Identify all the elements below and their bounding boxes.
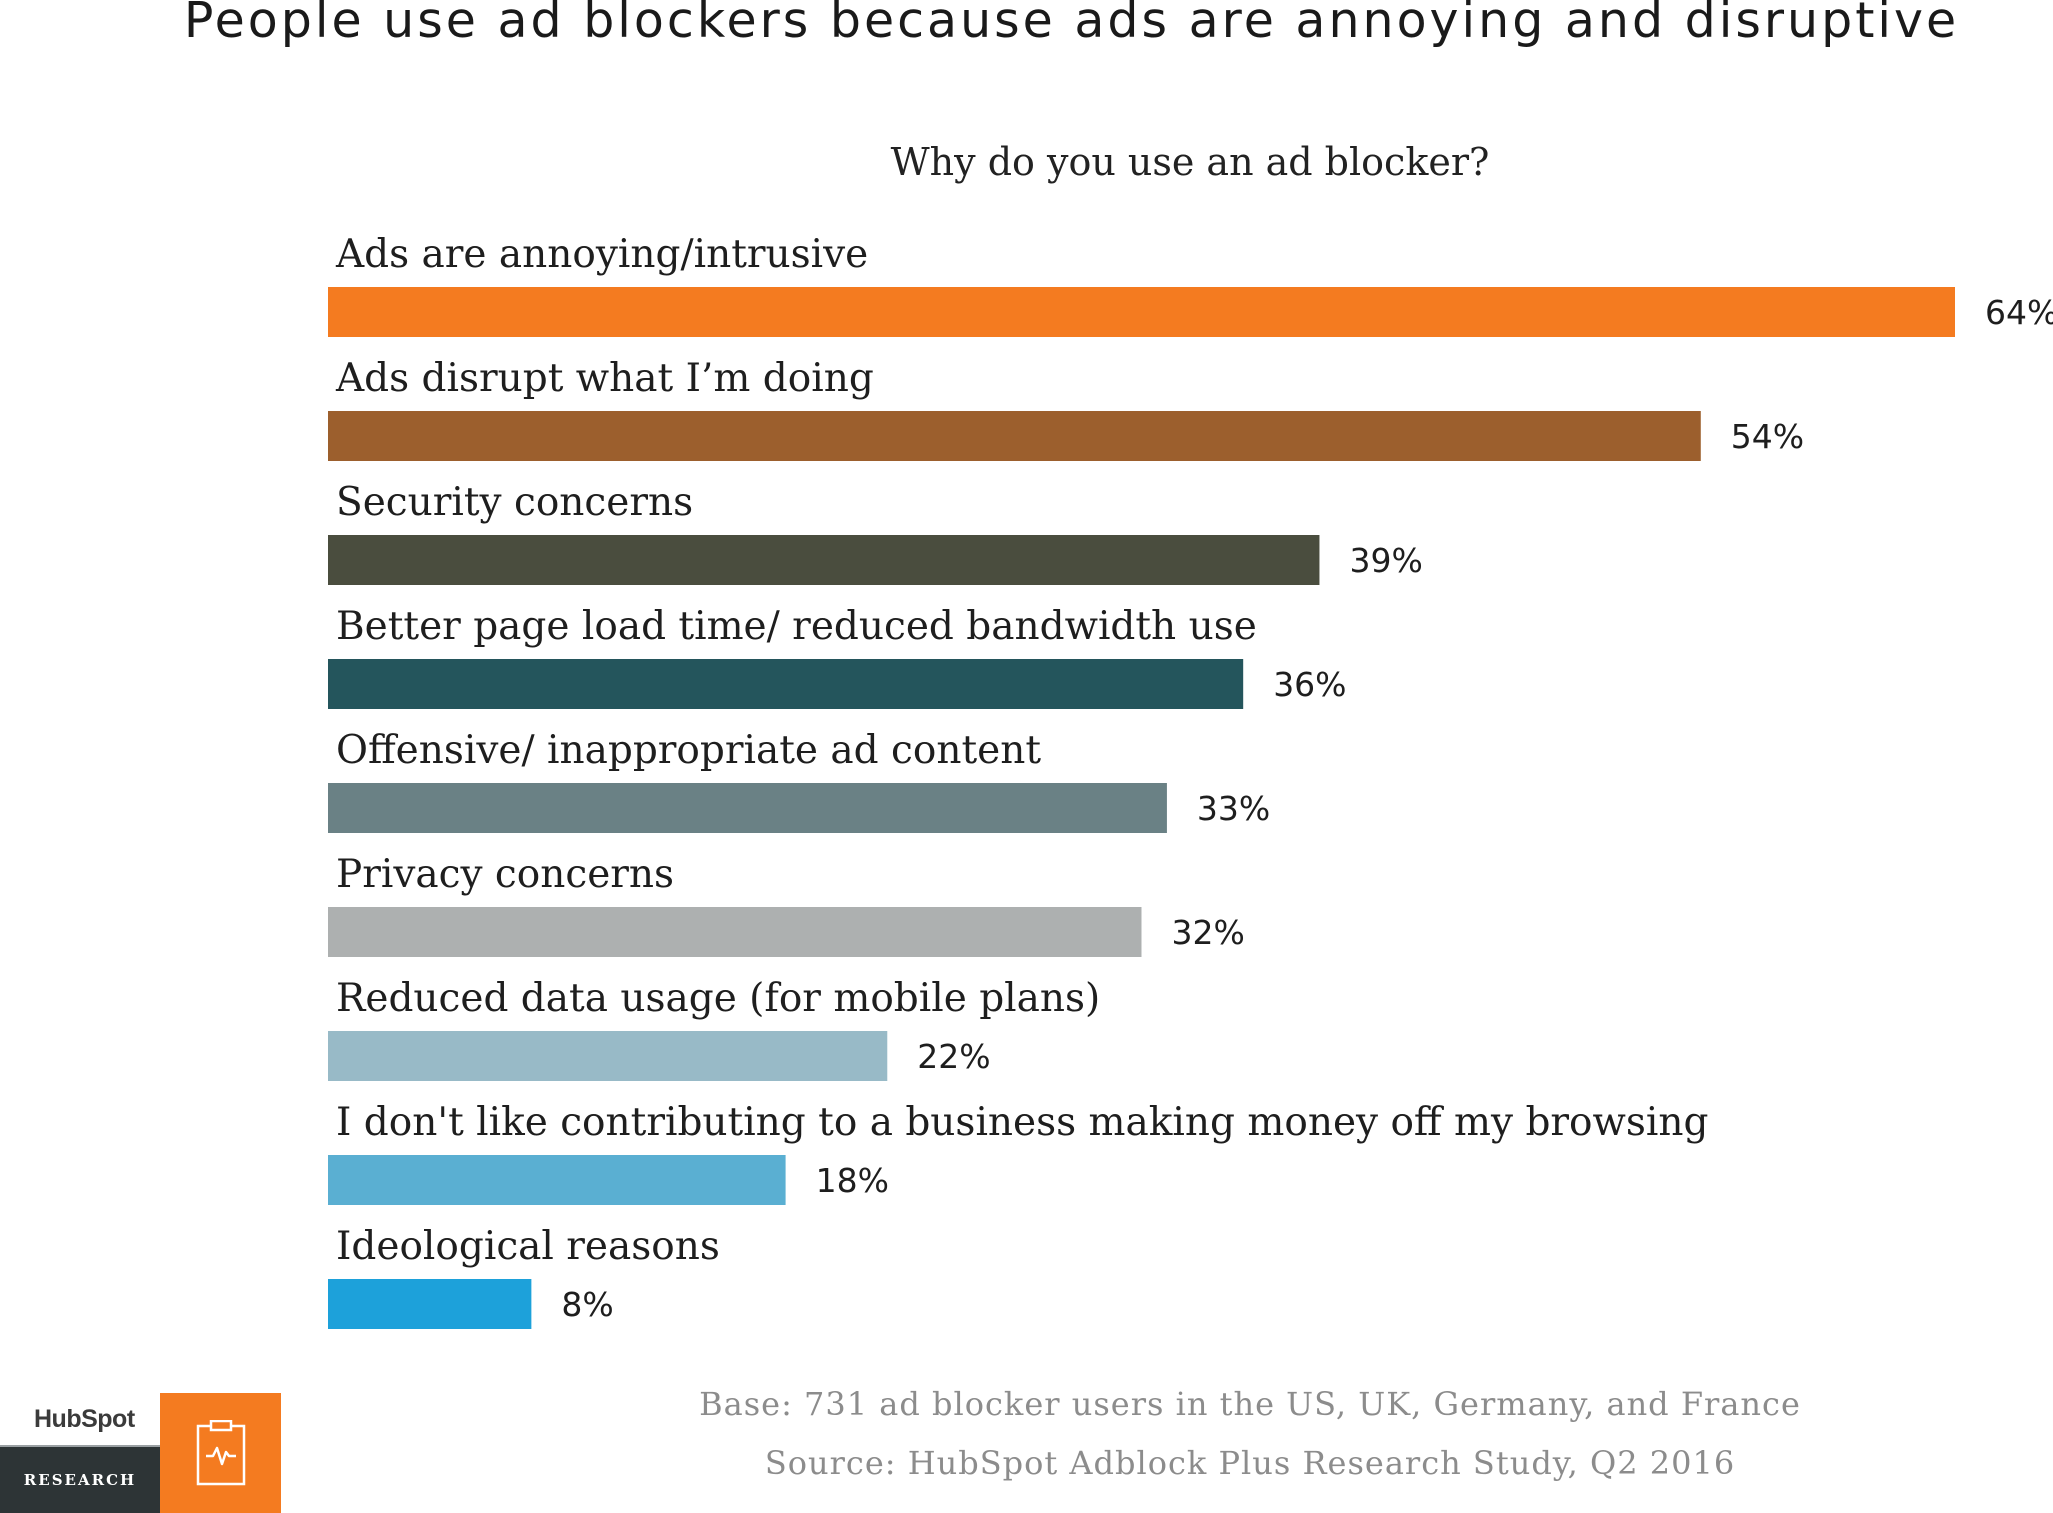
hubspot-research-logo: HubSpot RESEARCH: [0, 1393, 281, 1513]
value-label: 39%: [1349, 541, 1422, 580]
bar: [328, 1031, 888, 1081]
value-label: 64%: [1985, 293, 2053, 332]
category-label: Reduced data usage (for mobile plans): [336, 976, 1100, 1021]
value-label: 32%: [1172, 913, 1245, 952]
value-label: 18%: [816, 1161, 889, 1200]
footer-base-note: Base: 731 ad blocker users in the US, UK…: [699, 1385, 1801, 1423]
category-label: Privacy concerns: [336, 852, 674, 897]
category-label: Security concerns: [336, 480, 693, 525]
value-label: 22%: [917, 1037, 990, 1076]
value-label: 33%: [1197, 789, 1270, 828]
category-label: Ideological reasons: [336, 1224, 720, 1269]
value-label: 36%: [1273, 665, 1346, 704]
chart-title: People use ad blockers because ads are a…: [183, 0, 1960, 49]
chart-subtitle: Why do you use an ad blocker?: [890, 140, 1490, 184]
category-label: Better page load time/ reduced bandwidth…: [336, 604, 1257, 649]
bar: [328, 783, 1167, 833]
bar: [328, 287, 1955, 337]
footer-source-note: Source: HubSpot Adblock Plus Research St…: [764, 1444, 1736, 1482]
bar: [328, 1155, 786, 1205]
value-label: 54%: [1731, 417, 1804, 456]
category-label: Ads disrupt what I’m doing: [335, 356, 874, 401]
category-label: I don't like contributing to a business …: [336, 1100, 1708, 1145]
logo-label-panel: RESEARCH: [0, 1445, 160, 1513]
value-label: 8%: [561, 1285, 613, 1324]
bar: [328, 659, 1244, 709]
clipboard-pulse-icon: [196, 1420, 246, 1486]
category-label: Ads are annoying/intrusive: [335, 232, 868, 277]
bar: [328, 535, 1320, 585]
bar: [328, 907, 1142, 957]
bar-chart: Ads are annoying/intrusive 64% Ads disrupt…: [328, 232, 2053, 1329]
logo-icon-panel: [160, 1393, 281, 1513]
bar: [328, 411, 1701, 461]
category-label: Offensive/ inappropriate ad content: [336, 728, 1041, 773]
logo-research-text: RESEARCH: [23, 1471, 137, 1489]
logo-brand-panel: HubSpot: [0, 1393, 160, 1445]
logo-brand-text: HubSpot: [34, 1405, 135, 1433]
bar: [328, 1279, 532, 1329]
